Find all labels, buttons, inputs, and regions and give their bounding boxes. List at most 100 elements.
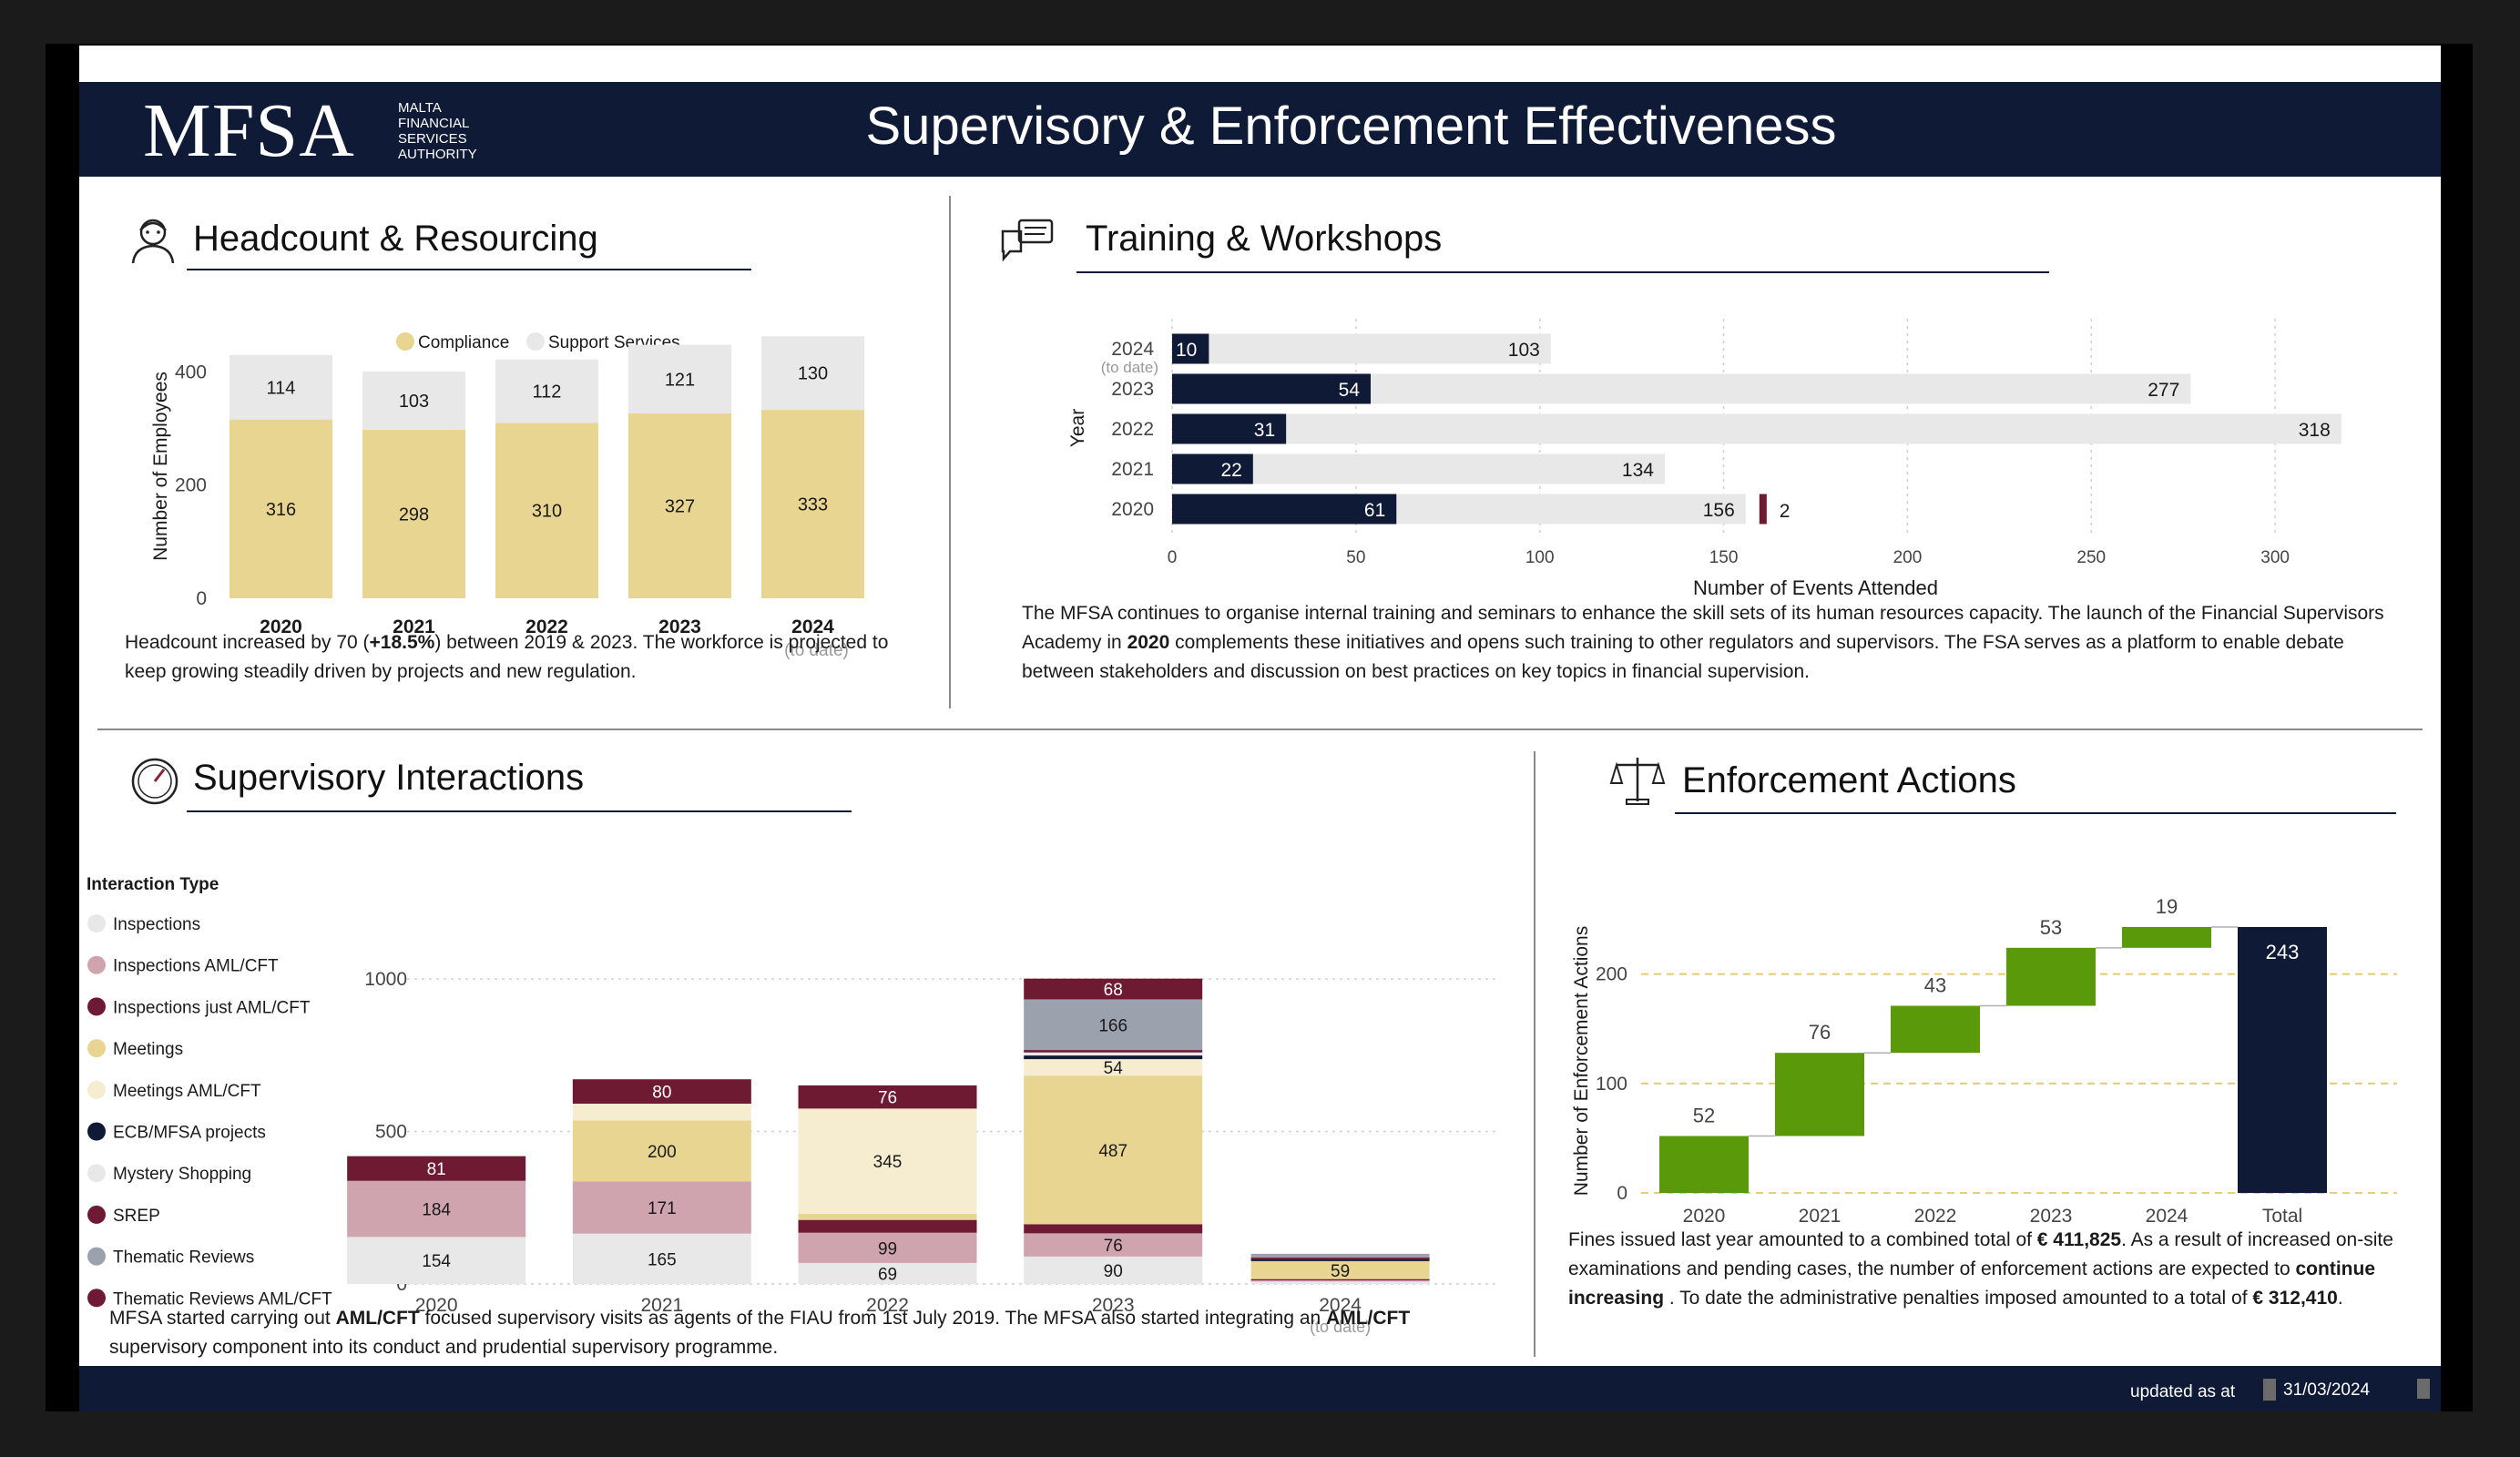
bar-segment bbox=[495, 359, 598, 423]
x-tick-label: 2024 bbox=[791, 616, 834, 637]
y-tick-label: 1000 bbox=[364, 969, 407, 990]
x-tick-label: 100 bbox=[1525, 548, 1555, 567]
legend-label: Inspections AML/CFT bbox=[113, 957, 279, 976]
bar-value-label: 171 bbox=[648, 1199, 677, 1218]
legend-label: Thematic Reviews bbox=[113, 1248, 254, 1268]
y-tick-label: 500 bbox=[375, 1122, 407, 1143]
bar-value-label: 31 bbox=[1254, 420, 1275, 441]
bar-aml bbox=[1172, 333, 1209, 364]
divider-vertical bbox=[949, 196, 951, 708]
date-picker-handle[interactable] bbox=[2263, 1379, 2276, 1401]
x-tick-label: 200 bbox=[1893, 548, 1923, 567]
y-tick-label: 2021 bbox=[1111, 459, 1154, 480]
bar-segment bbox=[230, 354, 332, 420]
bar-value-label: 200 bbox=[648, 1143, 677, 1162]
x-tick-label: 2022 bbox=[866, 1295, 909, 1316]
bar-value-label: 318 bbox=[2299, 420, 2331, 441]
bar-value-label: 487 bbox=[1098, 1142, 1127, 1161]
bar-value-label: 43 bbox=[1924, 974, 1946, 997]
interactions-summary: MFSA started carrying out AML/CFT focuse… bbox=[109, 1304, 1512, 1362]
bar-segment bbox=[347, 1237, 526, 1284]
bar-value-label: 114 bbox=[267, 378, 296, 398]
section-title-headcount: Headcount & Resourcing bbox=[193, 219, 598, 259]
section-rule bbox=[1076, 271, 2049, 273]
updated-date: 31/03/2024 bbox=[2283, 1381, 2371, 1400]
enforcement-text: . To date the administrative penalties i… bbox=[1664, 1288, 2253, 1309]
bar-segment bbox=[761, 410, 864, 598]
training-text: The MFSA continues to organise internal … bbox=[1022, 603, 2384, 653]
interactions-text: supervisory component into its conduct a… bbox=[109, 1337, 779, 1358]
bar-value-label: 19 bbox=[2156, 895, 2178, 918]
bar-value-label: 316 bbox=[266, 500, 296, 520]
legend-swatch bbox=[87, 1247, 106, 1266]
legend-label: Mystery Shopping bbox=[113, 1165, 251, 1184]
bar-segment bbox=[1250, 1279, 1430, 1280]
chat-icon bbox=[1001, 219, 1054, 262]
logo-sub-line: MALTA bbox=[398, 100, 442, 116]
bar-segment bbox=[1024, 1256, 1203, 1284]
bar-segment bbox=[1024, 1055, 1203, 1060]
bar-value-label: 103 bbox=[399, 392, 429, 412]
y-tick-label: 400 bbox=[175, 362, 207, 382]
mfsa-logo: MFSA bbox=[143, 88, 355, 173]
bar-segment bbox=[1024, 1059, 1203, 1076]
bar-segment bbox=[1024, 999, 1203, 1051]
bar-aml bbox=[1172, 494, 1397, 525]
bar-supervisory bbox=[1172, 333, 1551, 364]
bar-value-label: 184 bbox=[422, 1201, 451, 1220]
logo-sub-line: AUTHORITY bbox=[398, 147, 477, 162]
bar-segment bbox=[798, 1213, 977, 1220]
waterfall-bar bbox=[2006, 947, 2096, 1006]
waterfall-bar bbox=[1659, 1136, 1749, 1193]
legend-swatch bbox=[396, 332, 414, 351]
divider-horizontal bbox=[97, 728, 2423, 730]
scroll-handle[interactable] bbox=[2417, 1379, 2430, 1399]
x-tick-label: Total bbox=[2262, 1206, 2302, 1227]
bar-workshop bbox=[1759, 494, 1767, 525]
legend-label: ECB/MFSA projects bbox=[113, 1124, 266, 1143]
x-tick-label: 2020 bbox=[415, 1295, 458, 1316]
enforcement-summary: Fines issued last year amounted to a com… bbox=[1568, 1226, 2415, 1313]
bar-segment bbox=[761, 336, 864, 411]
section-title-interactions: Supervisory Interactions bbox=[193, 758, 585, 798]
legend-swatch bbox=[87, 955, 106, 974]
x-tick-note: (to date) bbox=[784, 641, 849, 660]
bar-segment bbox=[1024, 1075, 1203, 1225]
bar-supervisory bbox=[1172, 413, 2341, 444]
bar-value-label: 76 bbox=[1809, 1021, 1831, 1044]
legend-swatch bbox=[526, 332, 545, 351]
gauge-icon bbox=[131, 758, 179, 805]
training-chart: 050100150200250300350Number of Events At… bbox=[1067, 319, 2341, 599]
y-axis-label: Year bbox=[1067, 409, 1088, 447]
bar-value-label: 68 bbox=[1104, 981, 1123, 1000]
headcount-text: Headcount increased by 70 ( bbox=[125, 632, 370, 653]
bar-value-label: 81 bbox=[427, 1160, 446, 1179]
bar-value-label: 333 bbox=[798, 495, 828, 515]
training-text: complements these initiatives and opens … bbox=[1022, 632, 2344, 682]
bar-value-label: 243 bbox=[2266, 941, 2300, 963]
x-tick-label: 2021 bbox=[1799, 1206, 1842, 1227]
x-tick-label: 2020 bbox=[1683, 1206, 1726, 1227]
bar-segment bbox=[628, 413, 731, 598]
legend-label: Inspections just AML/CFT bbox=[113, 998, 311, 1017]
bar-segment bbox=[1024, 1052, 1203, 1056]
legend-label: Meetings bbox=[113, 1040, 183, 1059]
page-footer: updated as at 31/03/2024 bbox=[79, 1366, 2441, 1411]
interactions-text: focused supervisory visits as agents of … bbox=[419, 1308, 1327, 1329]
x-tick-label: 2021 bbox=[393, 616, 435, 637]
x-tick-label: 2023 bbox=[1092, 1295, 1135, 1316]
divider-vertical bbox=[1534, 751, 1535, 1357]
bar-value-label: 156 bbox=[1703, 500, 1735, 521]
section-rule bbox=[1675, 812, 2396, 814]
bar-value-label: 90 bbox=[1104, 1262, 1123, 1281]
bar-segment bbox=[798, 1085, 977, 1109]
headcount-highlight: +18.5% bbox=[369, 632, 435, 653]
page-header: MFSA MALTA FINANCIAL SERVICES AUTHORITY … bbox=[79, 82, 2441, 177]
bar-segment bbox=[1250, 1281, 1430, 1284]
bar-segment bbox=[628, 344, 731, 413]
bar-aml bbox=[1172, 373, 1372, 404]
legend-label: SREP bbox=[113, 1207, 160, 1226]
bar-value-label: 165 bbox=[648, 1250, 677, 1269]
bar-segment bbox=[572, 1233, 751, 1284]
x-tick-label: 2022 bbox=[1914, 1206, 1957, 1227]
